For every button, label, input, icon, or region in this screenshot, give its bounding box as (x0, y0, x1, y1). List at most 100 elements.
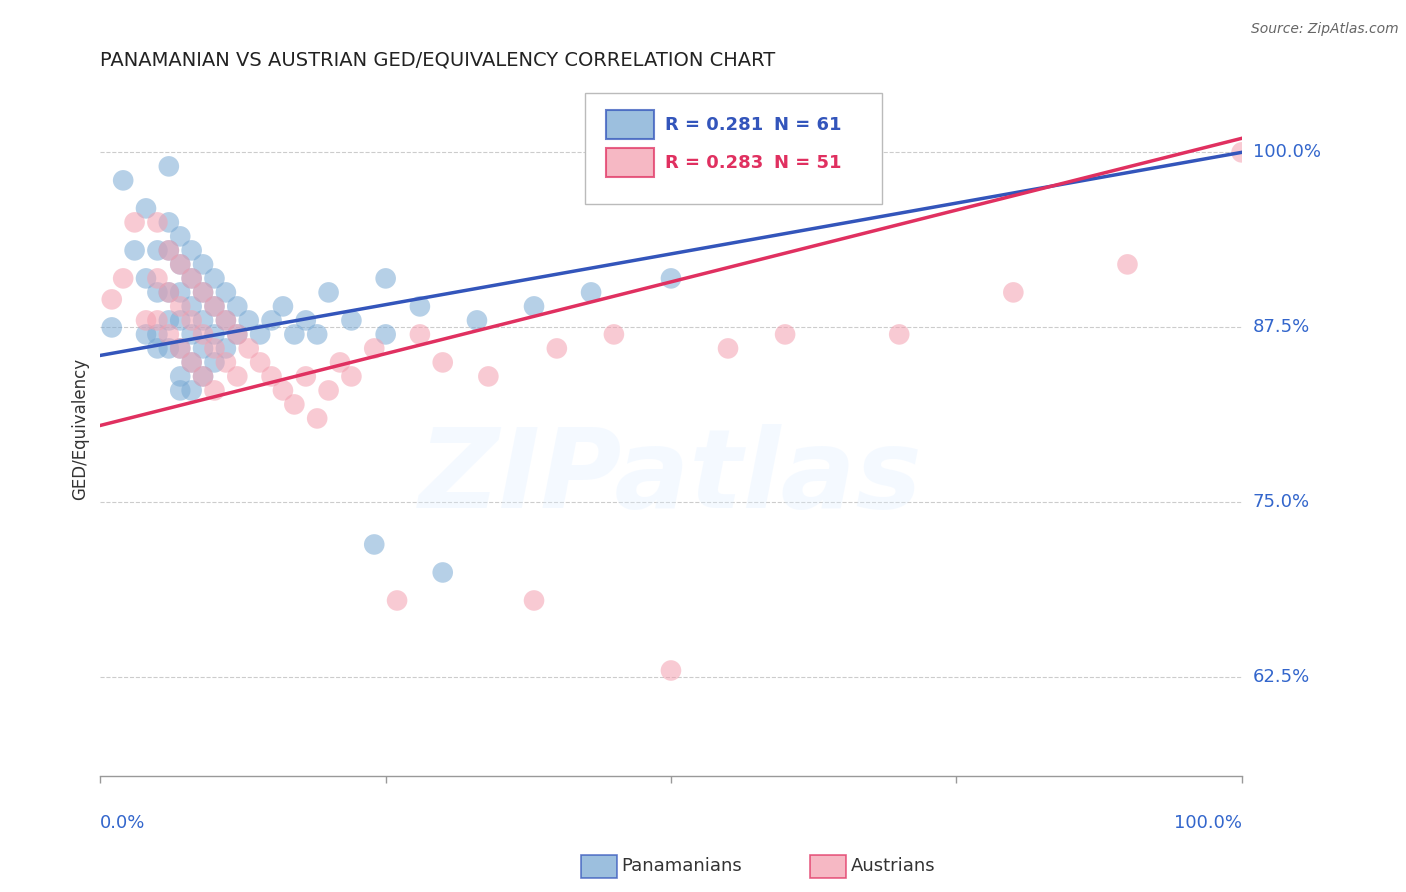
Point (432, 355, 454, 369)
Point (477, 369, 499, 384)
Point (146, 342, 169, 356)
Point (523, 299, 546, 313)
Point (146, 313, 169, 327)
Text: 75.0%: 75.0% (1253, 493, 1310, 511)
Point (659, 271, 682, 285)
Point (146, 271, 169, 285)
FancyBboxPatch shape (606, 110, 654, 139)
Point (169, 299, 191, 313)
Text: Source: ZipAtlas.com: Source: ZipAtlas.com (1251, 22, 1399, 37)
Point (249, 327, 271, 342)
Point (717, 342, 740, 356)
Point (204, 384, 226, 398)
Point (238, 342, 260, 356)
Point (215, 313, 238, 327)
Point (340, 313, 363, 327)
Point (157, 342, 180, 356)
Point (124, 215, 146, 229)
Point (363, 537, 385, 551)
Point (546, 342, 568, 356)
Point (260, 313, 283, 327)
Point (204, 299, 226, 313)
Text: 100.0%: 100.0% (1174, 814, 1241, 832)
Point (180, 355, 202, 369)
Point (226, 327, 249, 342)
Point (169, 369, 191, 384)
Point (180, 327, 202, 342)
Point (146, 327, 169, 342)
Point (204, 271, 226, 285)
Point (112, 173, 135, 187)
Point (1002, 285, 1025, 300)
Point (363, 342, 385, 356)
Point (374, 271, 396, 285)
Text: ZIPatlas: ZIPatlas (419, 424, 922, 531)
Point (465, 313, 488, 327)
Text: Panamanians: Panamanians (621, 857, 742, 875)
Point (226, 327, 249, 342)
Point (135, 313, 157, 327)
Point (191, 369, 214, 384)
Text: PANAMANIAN VS AUSTRIAN GED/EQUIVALENCY CORRELATION CHART: PANAMANIAN VS AUSTRIAN GED/EQUIVALENCY C… (100, 51, 776, 70)
Point (238, 313, 260, 327)
Point (215, 285, 238, 300)
FancyBboxPatch shape (585, 93, 882, 203)
Point (329, 355, 352, 369)
Point (169, 257, 191, 271)
Point (579, 285, 602, 300)
Point (773, 327, 796, 342)
Point (191, 285, 214, 300)
Point (432, 566, 454, 580)
Point (100, 320, 122, 334)
Point (180, 313, 202, 327)
Point (157, 327, 180, 342)
Point (659, 664, 682, 678)
Point (180, 355, 202, 369)
Point (889, 327, 911, 342)
Point (169, 229, 191, 244)
Point (204, 342, 226, 356)
Point (271, 384, 294, 398)
Point (294, 313, 316, 327)
Point (180, 299, 202, 313)
Point (191, 369, 214, 384)
Point (157, 215, 180, 229)
Point (307, 327, 329, 342)
Point (180, 384, 202, 398)
Point (271, 299, 294, 313)
Point (215, 342, 238, 356)
Point (318, 285, 340, 300)
Point (169, 285, 191, 300)
Point (283, 327, 305, 342)
Point (112, 271, 135, 285)
Text: R = 0.281: R = 0.281 (665, 116, 763, 134)
Text: 0.0%: 0.0% (100, 814, 146, 832)
Point (409, 299, 432, 313)
Text: 62.5%: 62.5% (1253, 668, 1310, 687)
Point (191, 313, 214, 327)
Point (146, 215, 169, 229)
Point (523, 593, 546, 607)
Point (169, 342, 191, 356)
Point (215, 355, 238, 369)
Point (204, 299, 226, 313)
Point (146, 244, 169, 258)
Point (157, 285, 180, 300)
Point (226, 369, 249, 384)
Point (180, 244, 202, 258)
Point (157, 160, 180, 174)
Point (191, 342, 214, 356)
Point (191, 327, 214, 342)
Point (135, 271, 157, 285)
Point (294, 369, 316, 384)
Text: 87.5%: 87.5% (1253, 318, 1310, 336)
Point (157, 285, 180, 300)
Point (169, 342, 191, 356)
Point (1230, 145, 1253, 160)
Point (307, 411, 329, 425)
Text: N = 61: N = 61 (773, 116, 841, 134)
Point (191, 285, 214, 300)
Point (374, 327, 396, 342)
Point (260, 369, 283, 384)
Point (169, 257, 191, 271)
